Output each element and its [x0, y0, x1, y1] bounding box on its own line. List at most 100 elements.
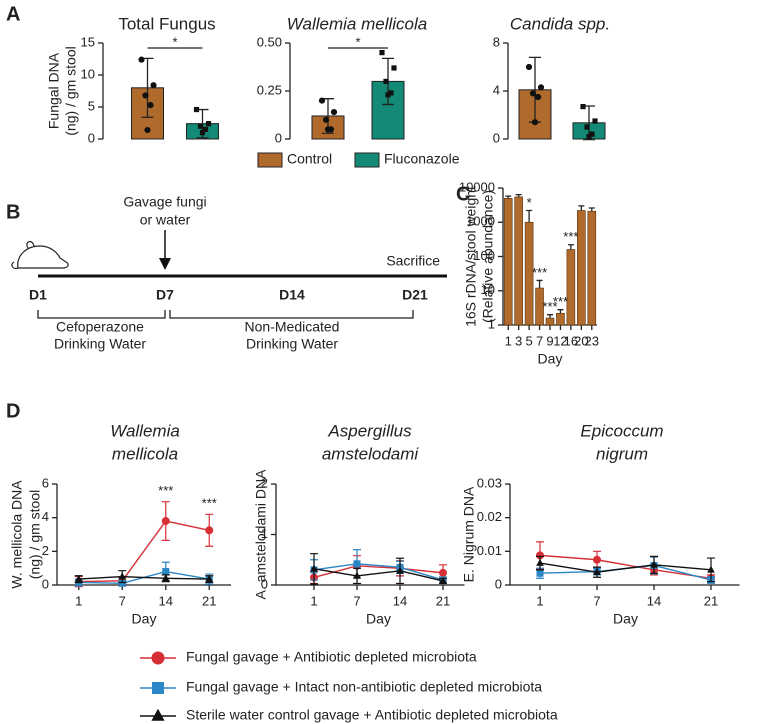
marker — [536, 558, 544, 566]
annotation: *** — [202, 496, 217, 511]
marker — [650, 560, 658, 568]
x-tick-label: 21 — [704, 593, 718, 608]
day-label: D21 — [402, 287, 428, 303]
y-tick-label: 6 — [42, 475, 49, 490]
y-axis-label: 16S rDNA/stool weight — [463, 186, 479, 327]
legend-marker — [151, 708, 165, 721]
x-tick-label: 14 — [647, 593, 661, 608]
error-bar — [505, 195, 512, 199]
marker — [586, 134, 592, 140]
marker — [162, 568, 170, 576]
y-tick-label: 15 — [81, 34, 95, 49]
marker — [324, 126, 332, 133]
marker — [391, 65, 397, 71]
y-axis-label: A. amstelodami DNA — [253, 469, 269, 600]
series-line — [313, 568, 444, 582]
annotation: *** — [563, 229, 578, 244]
marker — [388, 90, 394, 96]
gavage-label: or water — [140, 212, 191, 228]
marker — [580, 104, 586, 110]
y-tick-label: 5 — [88, 98, 95, 113]
y-tick-label: 0 — [495, 576, 502, 591]
marker — [318, 97, 326, 104]
legend-swatch — [354, 152, 380, 168]
marker — [584, 124, 590, 130]
phase-bracket — [169, 310, 414, 319]
y-tick-label: 100 — [473, 248, 495, 263]
marker — [144, 126, 151, 134]
marker — [592, 118, 598, 124]
y-tick-label: 10 — [481, 282, 495, 297]
x-tick-label: 7 — [353, 593, 360, 608]
y-tick-label: 1 — [261, 526, 268, 541]
series-line — [78, 575, 210, 580]
error-bar — [515, 193, 522, 197]
marker — [147, 101, 154, 109]
marker — [161, 517, 170, 526]
legend-label: Control — [287, 151, 332, 167]
x-tick-label: 1 — [536, 593, 543, 608]
y-tick-label: 2 — [42, 543, 49, 558]
error-bar — [536, 279, 543, 289]
y-tick-label: 0.01 — [477, 543, 502, 558]
marker — [138, 56, 145, 63]
y-tick-label: 1 — [488, 316, 495, 331]
marker — [589, 131, 595, 137]
y-tick-label: 10 — [81, 66, 95, 81]
y-tick-label: 0 — [493, 130, 500, 145]
marker — [205, 121, 212, 127]
y-axis-label: (ng) / gm stool — [27, 490, 43, 579]
marker — [439, 568, 447, 577]
marker — [593, 555, 601, 564]
legend-label: Fungal gavage + Antibiotic depleted micr… — [186, 649, 477, 665]
annotation: *** — [532, 265, 547, 280]
y-axis-label: Fungal DNA — [46, 52, 62, 129]
marker — [383, 78, 389, 84]
x-axis-label: Day — [132, 611, 157, 627]
chart-title: Epicoccum — [580, 421, 663, 440]
x-tick-label: 3 — [515, 333, 522, 348]
bar — [587, 210, 597, 326]
marker — [199, 130, 206, 136]
y-tick-label: 4 — [493, 82, 500, 97]
error-bar — [557, 309, 564, 314]
y-tick-label: 10000 — [459, 179, 495, 194]
legend-label: Fluconazole — [384, 151, 460, 167]
marker — [118, 572, 127, 580]
y-axis-label: (ng) / gm stool — [63, 46, 79, 135]
chart-title: Total Fungus — [118, 14, 215, 33]
marker — [537, 84, 545, 91]
marker — [118, 579, 126, 587]
marker — [534, 93, 542, 101]
marker — [525, 63, 533, 71]
marker — [707, 565, 715, 573]
marker — [74, 574, 83, 582]
marker — [142, 92, 149, 99]
marker — [205, 574, 214, 582]
bar — [566, 249, 576, 326]
annotation: *** — [542, 299, 557, 314]
marker — [161, 574, 170, 582]
sacrifice-label: Sacrifice — [386, 253, 440, 269]
x-tick-label: 1 — [310, 593, 317, 608]
x-tick-label: 1 — [505, 333, 512, 348]
legend-swatch — [257, 152, 283, 168]
chart-title: mellicola — [112, 444, 178, 463]
legend-marker — [152, 682, 164, 694]
legend-marker — [151, 651, 165, 665]
marker — [330, 109, 338, 116]
marker — [353, 571, 361, 579]
y-tick-label: 0 — [42, 576, 49, 591]
day-label: D14 — [279, 287, 305, 303]
x-tick-label: 23 — [585, 333, 599, 348]
y-tick-label: 0.25 — [257, 82, 282, 97]
phase-bracket — [37, 310, 166, 319]
bar — [503, 198, 513, 326]
gavage-label: Gavage fungi — [123, 194, 206, 210]
marker — [536, 569, 544, 577]
series-line — [539, 554, 712, 579]
x-tick-label: 14 — [159, 593, 173, 608]
panel-label: D — [6, 400, 20, 422]
x-axis-label: Day — [366, 611, 391, 627]
x-tick-label: 7 — [593, 593, 600, 608]
